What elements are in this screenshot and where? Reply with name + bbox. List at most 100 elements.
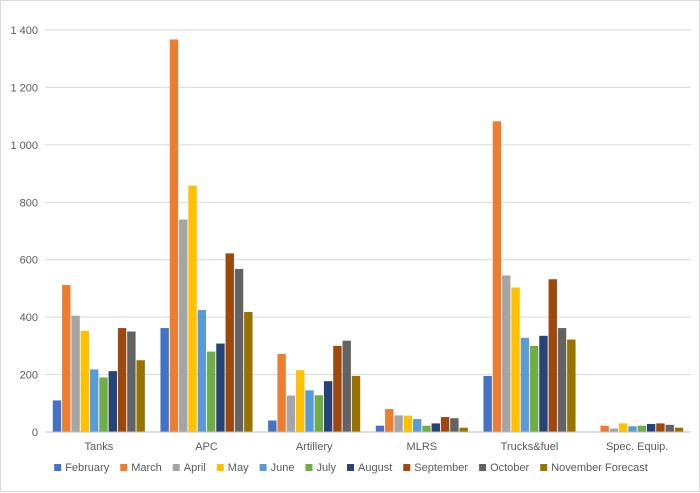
- y-tick-label: 1 200: [10, 82, 38, 94]
- legend-label: March: [131, 462, 162, 474]
- bar: [539, 335, 548, 432]
- legend-label: February: [65, 462, 110, 474]
- bar: [637, 425, 647, 432]
- bar: [197, 309, 207, 432]
- bar: [216, 343, 225, 432]
- legend-swatch: [216, 464, 224, 471]
- bar: [619, 423, 628, 432]
- bar: [268, 420, 277, 432]
- bar: [127, 331, 136, 432]
- legend-item: March: [120, 462, 162, 474]
- bar: [548, 279, 557, 432]
- legend-item: September: [403, 462, 468, 474]
- bar: [296, 370, 305, 432]
- legend-item: November Forecast: [540, 462, 648, 474]
- x-category-label: Artillery: [296, 441, 333, 453]
- y-tick-label: 1 000: [10, 140, 38, 152]
- bar: [492, 121, 502, 432]
- bar: [385, 409, 394, 432]
- legend-label: April: [184, 462, 206, 474]
- bar: [609, 428, 619, 432]
- y-tick-label: 200: [20, 370, 38, 382]
- bar: [511, 287, 520, 432]
- legend-label: October: [490, 462, 529, 474]
- bar: [557, 328, 567, 432]
- bar: [305, 390, 314, 432]
- legend-label: July: [316, 462, 336, 474]
- legend-item: April: [172, 462, 206, 474]
- bar: [244, 311, 253, 432]
- bar: [459, 427, 468, 432]
- bar: [80, 330, 90, 432]
- bar: [665, 424, 674, 432]
- x-category-label: Tanks: [84, 441, 113, 453]
- bar: [117, 328, 127, 432]
- bar: [89, 369, 99, 432]
- y-tick-label: 400: [20, 312, 38, 324]
- bar: [450, 418, 459, 432]
- bar: [277, 353, 286, 432]
- bar: [412, 419, 422, 432]
- legend-item: February: [54, 462, 110, 474]
- x-category-label: Trucks&fuel: [501, 441, 559, 453]
- bar: [225, 253, 234, 432]
- bar: [234, 268, 244, 432]
- legend-swatch: [403, 464, 411, 471]
- bars: [52, 39, 684, 433]
- legend-swatch: [120, 464, 128, 471]
- bar: [99, 377, 108, 432]
- legend-swatch: [479, 464, 487, 471]
- legend-label: August: [358, 462, 392, 474]
- legend-swatch: [305, 464, 313, 471]
- y-tick-label: 600: [20, 255, 38, 267]
- legend-label: June: [271, 462, 295, 474]
- legend-swatch: [172, 464, 180, 471]
- legend-swatch: [259, 464, 267, 471]
- bar: [502, 275, 511, 432]
- legend: February March April May June July August Septe…: [54, 462, 648, 474]
- y-tick-label: 800: [20, 197, 38, 209]
- bar: [188, 185, 197, 432]
- bar: [179, 219, 188, 432]
- bar: [394, 415, 403, 432]
- bar: [483, 376, 492, 432]
- bar: [169, 39, 179, 433]
- y-tick-label: 1 400: [10, 25, 38, 37]
- bar: [323, 381, 333, 432]
- y-tick-label: 0: [32, 427, 38, 439]
- legend-swatch: [54, 464, 62, 471]
- legend-item: June: [259, 462, 295, 474]
- bar: [628, 426, 637, 432]
- bar: [403, 415, 413, 432]
- legend-item: October: [479, 462, 530, 474]
- bar: [600, 425, 609, 432]
- bar: [342, 340, 351, 432]
- bar: [422, 425, 431, 432]
- x-category-label: MLRS: [407, 441, 438, 453]
- legend-label: November Forecast: [551, 462, 648, 474]
- bar: [52, 400, 62, 432]
- gridlines: [45, 29, 691, 376]
- bar: [108, 371, 117, 432]
- bar: [656, 423, 665, 432]
- bar: [440, 417, 450, 432]
- bar: [351, 376, 361, 432]
- bar: [520, 337, 530, 432]
- bar: [529, 345, 539, 432]
- legend-label: May: [228, 462, 249, 474]
- legend-item: May: [216, 462, 249, 474]
- bar: [646, 423, 656, 432]
- bar: [674, 427, 684, 432]
- bar: [314, 395, 324, 432]
- bar: [567, 339, 576, 432]
- bar: [286, 395, 296, 432]
- bar: [62, 284, 71, 432]
- x-axis-categories: Tanks APC Artillery MLRS Trucks&fuel Spec. Eq…: [84, 441, 668, 453]
- x-category-label: Spec. Equip.: [606, 441, 668, 453]
- legend-item: July: [305, 462, 337, 474]
- bar: [71, 315, 80, 432]
- legend-swatch: [347, 464, 355, 471]
- legend-swatch: [540, 464, 548, 471]
